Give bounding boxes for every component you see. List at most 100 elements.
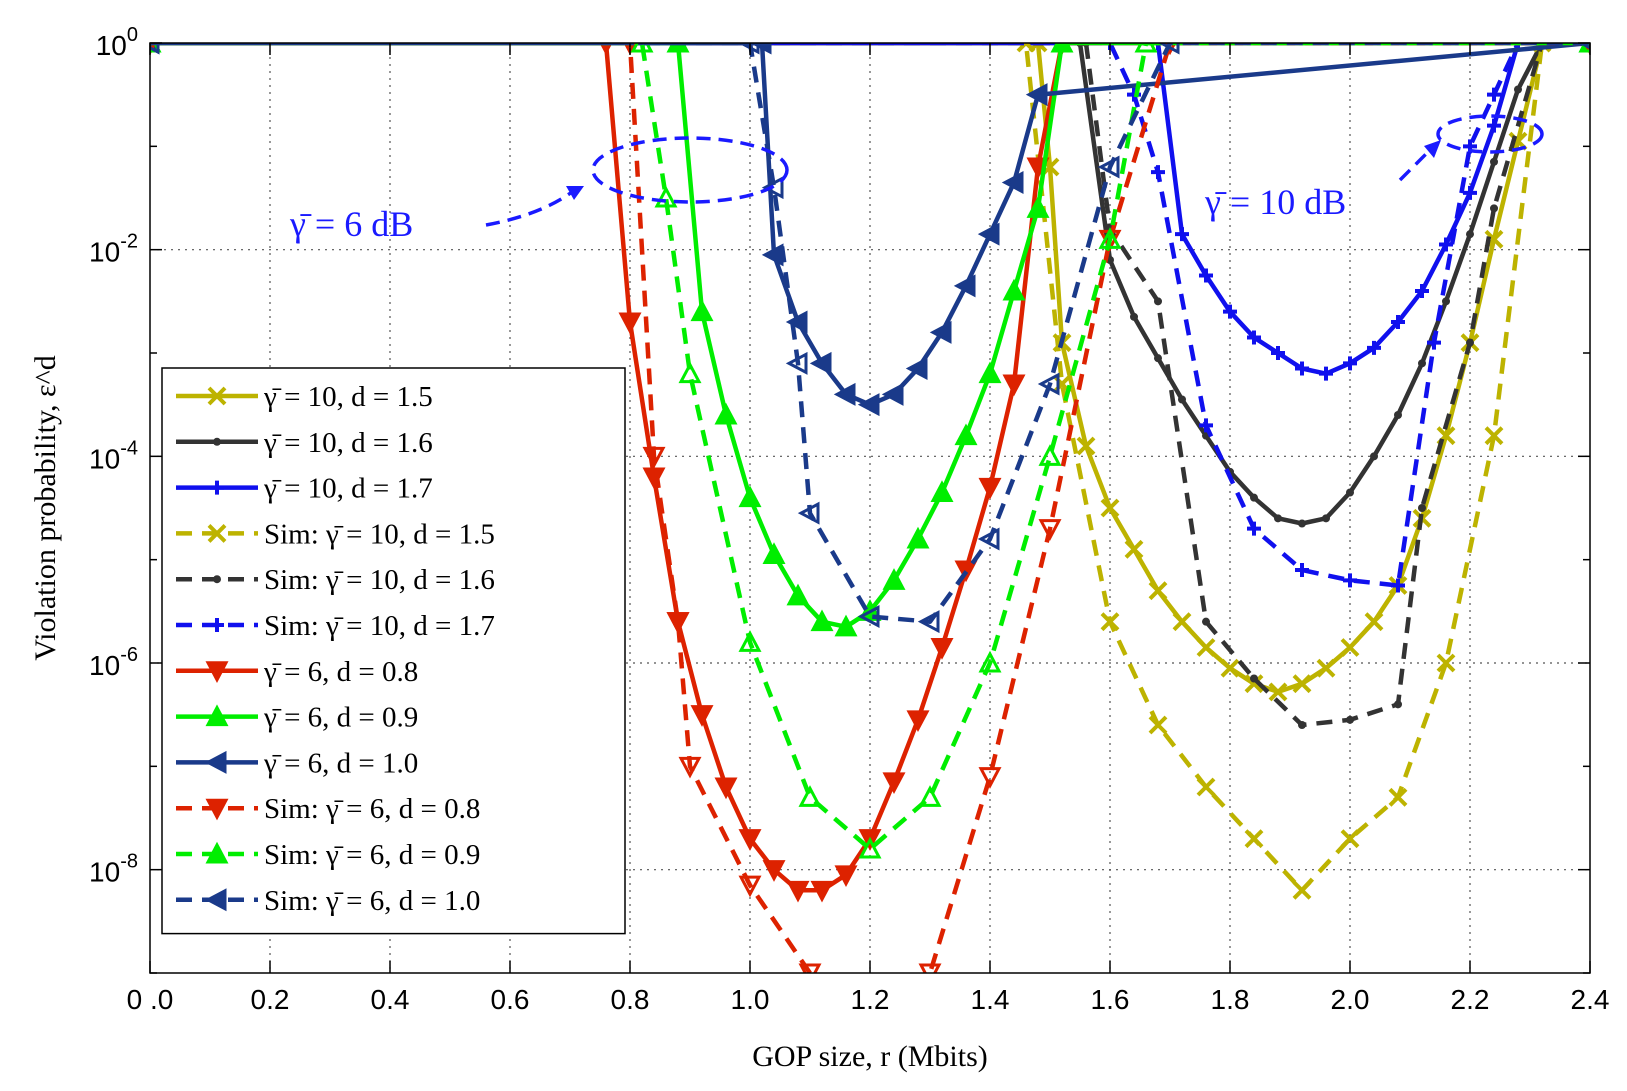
- y-tick-label: 10-2: [89, 231, 138, 268]
- marker-x: [1244, 829, 1264, 849]
- marker-plus: [1319, 366, 1333, 381]
- marker-tri-down: [1002, 374, 1026, 397]
- marker-tri-left: [204, 888, 227, 912]
- marker-tri-up: [858, 836, 882, 859]
- series-line: [150, 43, 1590, 973]
- annotation-ellipse-6db: [591, 136, 789, 204]
- series-10: [150, 43, 1590, 859]
- x-tick-label: 1.0: [731, 984, 770, 1015]
- x-axis-title: GOP size, r (Mbits): [752, 1040, 988, 1073]
- series-line: [150, 43, 1590, 893]
- marker-plus: [1295, 563, 1309, 577]
- marker-dot: [1250, 674, 1258, 683]
- marker-tri-up: [786, 583, 810, 606]
- marker-tri-left: [797, 501, 820, 525]
- marker-tri-down: [786, 880, 810, 903]
- marker-tri-down: [714, 777, 738, 800]
- marker-tri-down: [738, 875, 762, 898]
- legend-item: Sim: γ̄ = 10, d = 1.5: [176, 518, 495, 550]
- marker-x: [207, 386, 227, 406]
- marker-dot: [1298, 721, 1306, 729]
- marker-dot: [1466, 338, 1474, 347]
- marker-plus: [1463, 185, 1477, 200]
- marker-tri-up: [978, 361, 1002, 384]
- legend-label: γ̄ = 10, d = 1.6: [263, 427, 433, 459]
- marker-x: [1016, 43, 1036, 53]
- marker-tri-up: [906, 526, 930, 549]
- x-tick-label: 0.6: [491, 984, 530, 1015]
- marker-tri-down: [738, 829, 762, 851]
- marker-dot: [1490, 204, 1498, 213]
- marker-x: [1220, 658, 1240, 678]
- marker-tri-left: [917, 610, 940, 634]
- y-tick-label: 10-8: [89, 851, 138, 888]
- marker-tri-down: [918, 963, 942, 973]
- legend-item: γ̄ = 6, d = 0.8: [176, 656, 418, 688]
- series-1: [150, 43, 1590, 528]
- marker-dot: [213, 575, 221, 584]
- legend-label: γ̄ = 6, d = 1.0: [263, 747, 418, 779]
- marker-tri-left: [833, 382, 856, 406]
- marker-tri-up: [738, 485, 762, 508]
- x-tick-label: 0 .0: [127, 984, 174, 1015]
- marker-plus: [1199, 268, 1213, 283]
- marker-tri-left: [881, 382, 904, 406]
- series-line: [150, 43, 1590, 526]
- x-tick-label: 0.8: [611, 984, 650, 1015]
- marker-x: [1196, 777, 1216, 797]
- marker-plus: [1247, 521, 1261, 536]
- legend: γ̄ = 10, d = 1.5 γ̄ = 10, d = 1.6 γ̄ = 10,…: [161, 367, 626, 935]
- marker-x: [207, 523, 227, 543]
- marker-tri-down: [954, 560, 978, 583]
- marker-tri-left: [1157, 43, 1180, 55]
- marker-tri-up: [762, 542, 786, 564]
- annotation-label-10db: γ̄ = 10 dB: [1204, 182, 1346, 222]
- marker-x: [1268, 682, 1288, 702]
- marker-tri-up: [918, 785, 942, 807]
- series-line: [150, 43, 1590, 728]
- marker-x: [1388, 787, 1408, 807]
- marker-tri-up: [630, 43, 654, 53]
- marker-dot: [1250, 493, 1258, 502]
- marker-plus: [210, 480, 224, 495]
- marker-plus: [1223, 304, 1237, 319]
- marker-tri-up: [738, 630, 762, 652]
- marker-tri-left: [953, 274, 976, 298]
- marker-dot: [1394, 700, 1402, 709]
- marker-tri-up: [205, 704, 229, 727]
- x-tick-label: 0.2: [251, 984, 290, 1015]
- marker-tri-left: [905, 357, 928, 380]
- marker-tri-left: [785, 351, 808, 375]
- legend-item: γ̄ = 10, d = 1.5: [176, 381, 433, 413]
- series-line: [150, 43, 1590, 893]
- marker-tri-up: [798, 785, 822, 807]
- marker-tri-up: [205, 841, 229, 864]
- marker-x: [1100, 612, 1120, 632]
- marker-dot: [1154, 297, 1162, 306]
- marker-dot: [1442, 297, 1450, 306]
- marker-tri-left: [977, 222, 1000, 246]
- marker-tri-up: [714, 402, 738, 425]
- marker-tri-left: [857, 393, 880, 417]
- marker-tri-left: [1025, 83, 1048, 107]
- marker-tri-left: [929, 320, 952, 344]
- annotation-arrowhead-10db: [1424, 140, 1441, 158]
- legend-label: Sim: γ̄ = 10, d = 1.5: [264, 518, 495, 550]
- marker-x: [1436, 653, 1456, 673]
- marker-plus: [1151, 43, 1165, 50]
- legend-box: [161, 367, 626, 935]
- marker-tri-down: [678, 756, 702, 779]
- marker-plus: [1367, 340, 1381, 355]
- legend-label: γ̄ = 10, d = 1.5: [263, 381, 433, 413]
- x-tick-label: 1.6: [1091, 984, 1130, 1015]
- marker-plus: [1343, 573, 1357, 588]
- marker-tri-up: [1098, 227, 1122, 249]
- marker-tri-up: [930, 480, 954, 502]
- x-tick-label: 2.0: [1331, 984, 1370, 1015]
- marker-x: [1100, 498, 1120, 518]
- marker-dot: [1322, 514, 1330, 523]
- marker-tri-up: [954, 423, 978, 446]
- y-tick-label: 10-4: [89, 437, 138, 474]
- x-tick-label: 1.8: [1211, 984, 1250, 1015]
